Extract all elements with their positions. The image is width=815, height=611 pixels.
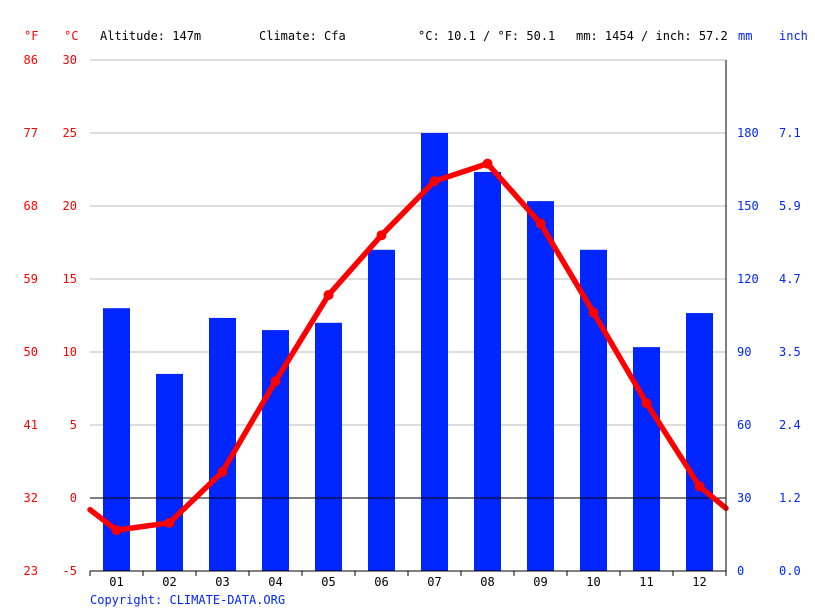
temperature-polyline [87,160,729,533]
celsius-tick-label: 0 [70,491,77,505]
month-tick-label-06: 06 [374,575,388,589]
precipitation-bar-09 [527,201,554,571]
fahrenheit-tick-label: 77 [24,126,38,140]
temperature-point-09 [535,218,546,229]
temperature-point-04 [270,376,281,387]
celsius-tick-label: -5 [63,564,77,578]
temperature-line [87,158,729,536]
temperature-point-01 [111,525,122,536]
celsius-tick-label: 10 [63,345,77,359]
celsius-tick-label: 15 [63,272,77,286]
precipitation-bar-12 [686,313,713,571]
precipitation-bar-07 [421,133,448,571]
month-tick-label-11: 11 [639,575,653,589]
precipitation-bar-11 [633,347,660,571]
inch-tick-label: 4.7 [779,272,801,286]
celsius-tick-label: 30 [63,53,77,67]
precipitation-bars [103,133,713,572]
climate-label: Climate: Cfa [259,29,346,43]
month-tick-label-05: 05 [321,575,335,589]
unit-fahrenheit-label: °F [24,29,38,43]
fahrenheit-tick-label: 68 [24,199,38,213]
celsius-tick-label: 20 [63,199,77,213]
precipitation-bar-05 [315,322,342,571]
left-axis-ticks: 86 30 77 25 68 20 59 15 50 10 41 5 32 0 23 -5 [24,53,77,578]
month-tick-label-01: 01 [109,575,123,589]
mm-tick-label: 120 [737,272,759,286]
chart-header: °F °C Altitude: 147m Climate: Cfa °C: 10… [24,29,808,43]
fahrenheit-tick-label: 50 [24,345,38,359]
mm-tick-label: 180 [737,126,759,140]
altitude-label: Altitude: 147m [100,29,201,43]
temperature-point-06 [376,230,387,241]
month-tick-label-07: 07 [427,575,441,589]
inch-tick-label: 5.9 [779,199,801,213]
temperature-point-11 [641,398,652,409]
month-tick-label-04: 04 [268,575,282,589]
mm-tick-label: 30 [737,491,751,505]
copyright-label: Copyright: CLIMATE-DATA.ORG [90,593,285,607]
mm-tick-label: 60 [737,418,751,432]
unit-inch-label: inch [779,29,808,43]
temperature-point-05 [323,290,334,301]
month-tick-label-10: 10 [586,575,600,589]
month-tick-label-08: 08 [480,575,494,589]
precipitation-bar-06 [368,249,395,572]
celsius-tick-label: 25 [63,126,77,140]
precipitation-bar-08 [474,171,501,571]
precipitation-bar-10 [580,249,607,572]
precipitation-total-label: mm: 1454 / inch: 57.2 [576,29,728,43]
fahrenheit-tick-label: 41 [24,418,38,432]
inch-tick-label: 7.1 [779,126,801,140]
fahrenheit-tick-label: 32 [24,491,38,505]
fahrenheit-tick-label: 59 [24,272,38,286]
month-tick-label-02: 02 [162,575,176,589]
temperature-point-07 [429,176,440,187]
inch-tick-label: 2.4 [779,418,801,432]
inch-tick-label: 0.0 [779,564,801,578]
inch-tick-label: 3.5 [779,345,801,359]
fahrenheit-tick-label: 23 [24,564,38,578]
temperature-point-02 [164,517,175,528]
month-tick-label-03: 03 [215,575,229,589]
unit-mm-label: mm [738,29,752,43]
mm-tick-label: 0 [737,564,744,578]
temperature-point-03 [217,466,228,477]
precipitation-bar-03 [209,317,236,571]
x-axis-ticks: 01 02 03 04 05 06 07 08 09 10 11 12 [109,575,706,589]
unit-celsius-label: °C [64,29,78,43]
temperature-point-08 [482,158,493,169]
month-tick-label-12: 12 [692,575,706,589]
axes [89,60,727,576]
precipitation-bar-02 [156,373,183,571]
temperature-point-10 [588,307,599,318]
inch-tick-label: 1.2 [779,491,801,505]
mm-tick-label: 150 [737,199,759,213]
average-temperature-label: °C: 10.1 / °F: 50.1 [418,29,555,43]
fahrenheit-tick-label: 86 [24,53,38,67]
celsius-tick-label: 5 [70,418,77,432]
temperature-point-12 [694,481,705,492]
month-tick-label-09: 09 [533,575,547,589]
mm-tick-label: 90 [737,345,751,359]
grid-lines [90,59,726,572]
right-axis-ticks: 180 7.1 150 5.9 120 4.7 90 3.5 60 2.4 30 1.2 0 0.0 [737,126,801,578]
